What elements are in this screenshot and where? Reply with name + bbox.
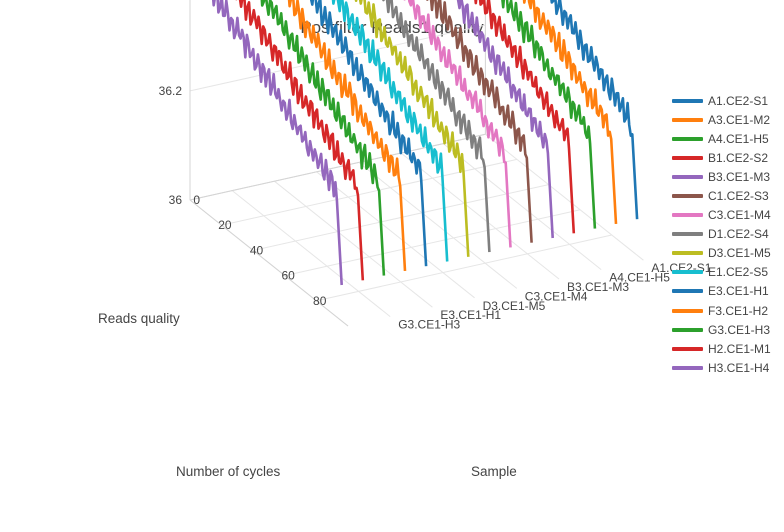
- legend-label: A1.CE2-S1: [708, 93, 769, 108]
- floor-gridline-x: [221, 158, 518, 226]
- y-tick-label: A4.CE1-H5: [609, 271, 670, 285]
- legend-swatch: [672, 327, 703, 332]
- legend-item[interactable]: D1.CE2-S4: [672, 225, 771, 244]
- legend[interactable]: A1.CE2-S1 A3.CE1-M2 A4.CE1-H5 B1.CE2-S2 B3.C…: [672, 91, 771, 377]
- legend-item[interactable]: A3.CE1-M2: [672, 110, 771, 129]
- series-line[interactable]: [317, 0, 470, 257]
- series-line[interactable]: [464, 0, 618, 224]
- x-tick-label: 0: [193, 193, 200, 207]
- floor-gridline-y: [231, 190, 391, 317]
- y-tick-label: G3.CE1-H3: [398, 318, 460, 332]
- legend-item[interactable]: C1.CE2-S3: [672, 186, 771, 205]
- series-line[interactable]: [253, 0, 407, 271]
- legend-swatch: [672, 270, 703, 275]
- legend-label: C1.CE2-S3: [708, 189, 769, 204]
- x-tick-label: 60: [281, 269, 295, 283]
- legend-label: A3.CE1-M2: [708, 112, 771, 127]
- series-line[interactable]: [359, 0, 512, 248]
- series-line[interactable]: [338, 0, 491, 253]
- wall-gridline-z: [189, 24, 486, 92]
- legend-label: E3.CE1-H1: [708, 284, 769, 299]
- floor-gridline-x: [316, 234, 612, 302]
- series-line[interactable]: [422, 0, 576, 234]
- series-line[interactable]: [401, 0, 554, 239]
- z-axis-title: Reads quality: [98, 311, 180, 326]
- legend-item[interactable]: B3.CE1-M3: [672, 167, 771, 186]
- y-tick-label: E3.CE1-H1: [440, 308, 501, 322]
- legend-item[interactable]: H3.CE1-H4: [672, 358, 771, 377]
- legend-label: F3.CE1-H2: [708, 303, 769, 318]
- floor-gridline-y: [316, 171, 475, 299]
- legend-label: D1.CE2-S4: [708, 227, 769, 242]
- legend-swatch: [672, 289, 703, 294]
- floor-gridline-y: [442, 143, 602, 270]
- series-line[interactable]: [211, 0, 365, 281]
- series-line[interactable]: [443, 0, 597, 229]
- z-tick-label: 36.2: [159, 84, 183, 98]
- legend-label: D3.CE1-M5: [708, 246, 771, 261]
- legend-item[interactable]: H2.CE1-M1: [672, 339, 771, 358]
- series-line[interactable]: [296, 0, 449, 262]
- series-line[interactable]: [274, 0, 428, 267]
- series-line[interactable]: [232, 0, 386, 276]
- legend-swatch: [672, 155, 703, 160]
- box-edge: [189, 199, 349, 327]
- x-tick-label: 20: [218, 218, 232, 232]
- legend-item[interactable]: G3.CE1-H3: [672, 320, 771, 339]
- legend-swatch: [672, 213, 703, 218]
- legend-item[interactable]: E3.CE1-H1: [672, 282, 771, 301]
- tick-layer: 3636.236.4020406080A1.CE2-S1A4.CE1-H5B3.…: [159, 84, 712, 332]
- legend-swatch: [672, 346, 703, 351]
- legend-label: H3.CE1-H4: [708, 360, 770, 375]
- series-line[interactable]: [380, 0, 533, 243]
- floor-gridline-y: [358, 162, 518, 289]
- floor-gridline-y: [485, 133, 644, 261]
- legend-swatch: [672, 98, 703, 103]
- series-layer: [190, 0, 639, 286]
- legend-label: G3.CE1-H3: [708, 322, 771, 337]
- series-line[interactable]: [485, 0, 639, 220]
- y-tick-label: D3.CE1-M5: [483, 299, 546, 313]
- legend-label: B1.CE2-S2: [708, 150, 769, 165]
- legend-item[interactable]: C3.CE1-M4: [672, 206, 771, 225]
- legend-swatch: [672, 365, 703, 370]
- legend-swatch: [672, 194, 703, 199]
- x-axis-title: Number of cycles: [176, 464, 281, 479]
- legend-item[interactable]: D3.CE1-M5: [672, 244, 771, 263]
- legend-label: E1.CE2-S5: [708, 265, 769, 280]
- x-tick-label: 40: [250, 243, 264, 257]
- floor-gridline-x: [284, 209, 581, 277]
- legend-label: H2.CE1-M1: [708, 341, 771, 356]
- legend-item[interactable]: A4.CE1-H5: [672, 129, 771, 148]
- x-tick-label: 80: [313, 294, 327, 308]
- y-tick-label: C3.CE1-M4: [525, 289, 588, 303]
- legend-label: C3.CE1-M4: [708, 208, 771, 223]
- legend-item[interactable]: B1.CE2-S2: [672, 148, 771, 167]
- z-tick-label: 36: [169, 193, 183, 207]
- series-line[interactable]: [190, 0, 343, 286]
- legend-item[interactable]: F3.CE1-H2: [672, 301, 771, 320]
- legend-item[interactable]: E1.CE2-S5: [672, 263, 771, 282]
- legend-item[interactable]: A1.CE2-S1: [672, 91, 771, 110]
- legend-swatch: [672, 308, 703, 313]
- legend-swatch: [672, 232, 703, 237]
- y-tick-label: B3.CE1-M3: [567, 280, 629, 294]
- legend-swatch: [672, 117, 703, 122]
- legend-label: B3.CE1-M3: [708, 169, 771, 184]
- chart-title: Postfilter Reads1 quality: [300, 18, 484, 37]
- legend-swatch: [672, 174, 703, 179]
- y-axis-title: Sample: [471, 464, 517, 479]
- legend-swatch: [672, 136, 703, 141]
- box-edge: [189, 133, 486, 201]
- legend-label: A4.CE1-H5: [708, 131, 769, 146]
- legend-swatch: [672, 251, 703, 256]
- floor-gridline-y: [400, 152, 560, 280]
- floor-gridline-y: [274, 180, 433, 308]
